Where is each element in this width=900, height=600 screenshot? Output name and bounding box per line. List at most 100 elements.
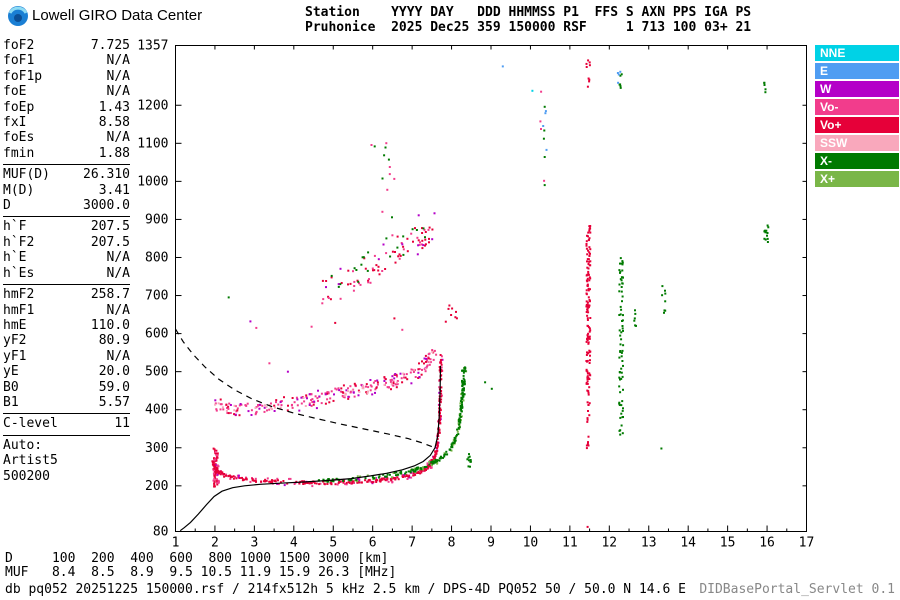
group-divider (3, 434, 130, 436)
param-value: 5.57 (98, 394, 130, 410)
param-label: B0 (3, 379, 19, 395)
overlay-curves (175, 328, 442, 532)
autoscaling-line: 500200 (3, 468, 50, 484)
legend-e: E (815, 63, 899, 79)
echo-scatter (211, 59, 770, 528)
param-label: foEp (3, 99, 35, 115)
y-tick-label: 1100 (137, 136, 168, 151)
status-bar: db pq052 20251225 150000.rsf / 214fx512h… (5, 582, 895, 597)
series-column-10.3-green (542, 105, 546, 187)
param-label: fxI (3, 115, 27, 131)
station-values-row: Pruhonice 2025 Dec25 359 150000 RSF 1 71… (305, 20, 752, 35)
true-height-profile (179, 365, 442, 532)
param-value: 80.9 (98, 333, 130, 349)
param-label: yF2 (3, 333, 27, 349)
param-value: 3000.0 (83, 198, 130, 214)
param-value: 3.41 (98, 182, 130, 198)
x-tick-label: 11 (562, 536, 578, 551)
param-label: h`Es (3, 265, 35, 281)
muf-row: MUF 8.4 8.5 8.9 9.5 10.5 11.9 15.9 26.3 … (5, 565, 397, 580)
param-value: 20.0 (98, 364, 130, 380)
parameter-panel: foF2 7.725 foF1 N/A foF1p N/A foE N/A foEp 1.43 fx… (3, 38, 130, 484)
series-upper-scatter-green (373, 145, 393, 219)
y-tick-label: 1200 (137, 98, 168, 113)
legend-x: X+ (815, 171, 899, 187)
param-value: N/A (106, 68, 130, 84)
param-md: M(D) 3.41 (3, 183, 130, 198)
y-tick-label: 300 (145, 441, 168, 456)
param-value: 110.0 (90, 317, 130, 333)
x-tick-label: 16 (759, 536, 775, 551)
param-label: hmE (3, 317, 27, 333)
param-label: foEs (3, 130, 35, 146)
param-foep: foEp 1.43 (3, 100, 130, 115)
y-tick-label: 500 (145, 365, 168, 380)
y-tick-label: 400 (145, 403, 168, 418)
param-yf1: yF1 N/A (3, 349, 130, 364)
x-tick-label: 5 (329, 536, 337, 551)
y-tick-label: 200 (145, 479, 168, 494)
param-label: foF1p (3, 68, 43, 84)
x-tick-label: 15 (720, 536, 736, 551)
autoscaling-line: Artist5 (3, 453, 58, 469)
param-label: foF2 (3, 38, 35, 53)
param-label: h`F2 (3, 234, 35, 250)
y-tick-label: 800 (145, 250, 168, 265)
series-column-10.3-blue (542, 110, 548, 151)
x-tick-label: 1 (172, 536, 180, 551)
y-tick-label: 700 (145, 289, 168, 304)
param-label: fmin (3, 145, 35, 161)
record-status: db pq052 20251225 150000.rsf / 214fx512h… (5, 582, 686, 597)
group-divider (3, 413, 130, 415)
servlet-version: DIDBasePortal_Servlet 0.1 (699, 582, 895, 597)
param-ye: yE 20.0 (3, 364, 130, 379)
param-label: M(D) (3, 182, 35, 198)
x-tick-label: 13 (641, 536, 657, 551)
y-tick-label: 900 (145, 212, 168, 227)
param-value: 7.725 (90, 38, 130, 53)
param-value: 1.88 (98, 145, 130, 161)
series-high-scatter-pink (321, 228, 430, 305)
series-spread-column-12.3 (618, 257, 625, 436)
muf-transmission-curve (175, 328, 433, 448)
param-hf2: h`F2 207.5 (3, 235, 130, 250)
series-above-knee-red (444, 304, 458, 323)
x-tick-label: 12 (601, 536, 617, 551)
param-label: hmF1 (3, 302, 35, 318)
brand-title: Lowell GIRO Data Center (32, 7, 203, 24)
param-label: foE (3, 84, 27, 100)
series-spread-column-12.3-top (618, 73, 623, 89)
param-value: 11 (114, 416, 130, 432)
param-hmf2: hmF2 258.7 (3, 287, 130, 302)
param-foe: foE N/A (3, 84, 130, 99)
param-label: C-level (3, 416, 58, 432)
series-spread-column-11.5-top (585, 59, 591, 88)
series-second-hop-spread-magenta (214, 357, 428, 416)
param-label: B1 (3, 394, 19, 410)
param-fof2: foF2 7.725 (3, 38, 130, 53)
param-label: MUF(D) (3, 167, 50, 183)
param-b0: B0 59.0 (3, 380, 130, 395)
param-value: 8.58 (98, 115, 130, 131)
param-he: h`E N/A (3, 250, 130, 265)
x-tick-label: 8 (448, 536, 456, 551)
param-value: N/A (106, 84, 130, 100)
series-high-scatter-red (321, 226, 434, 301)
group-divider (3, 216, 130, 218)
legend-ssw: SSW (815, 135, 899, 151)
param-value: N/A (106, 348, 130, 364)
group-divider (3, 164, 130, 166)
x-tick-label: 4 (290, 536, 298, 551)
series-spread-column-12.3-top-blue (616, 70, 622, 84)
param-fmin: fmin 1.88 (3, 146, 130, 161)
param-value: 207.5 (90, 219, 130, 235)
series-second-hop-spread-rose (214, 350, 434, 412)
series-isolated-echoes (227, 65, 663, 528)
param-hmf1: hmF1 N/A (3, 303, 130, 318)
param-value: 1.43 (98, 99, 130, 115)
param-d: D 3000.0 (3, 198, 130, 213)
series-column-16-top (763, 81, 767, 94)
plot-border (175, 45, 807, 532)
param-fxi: fxI 8.58 (3, 115, 130, 130)
group-divider (3, 284, 130, 286)
